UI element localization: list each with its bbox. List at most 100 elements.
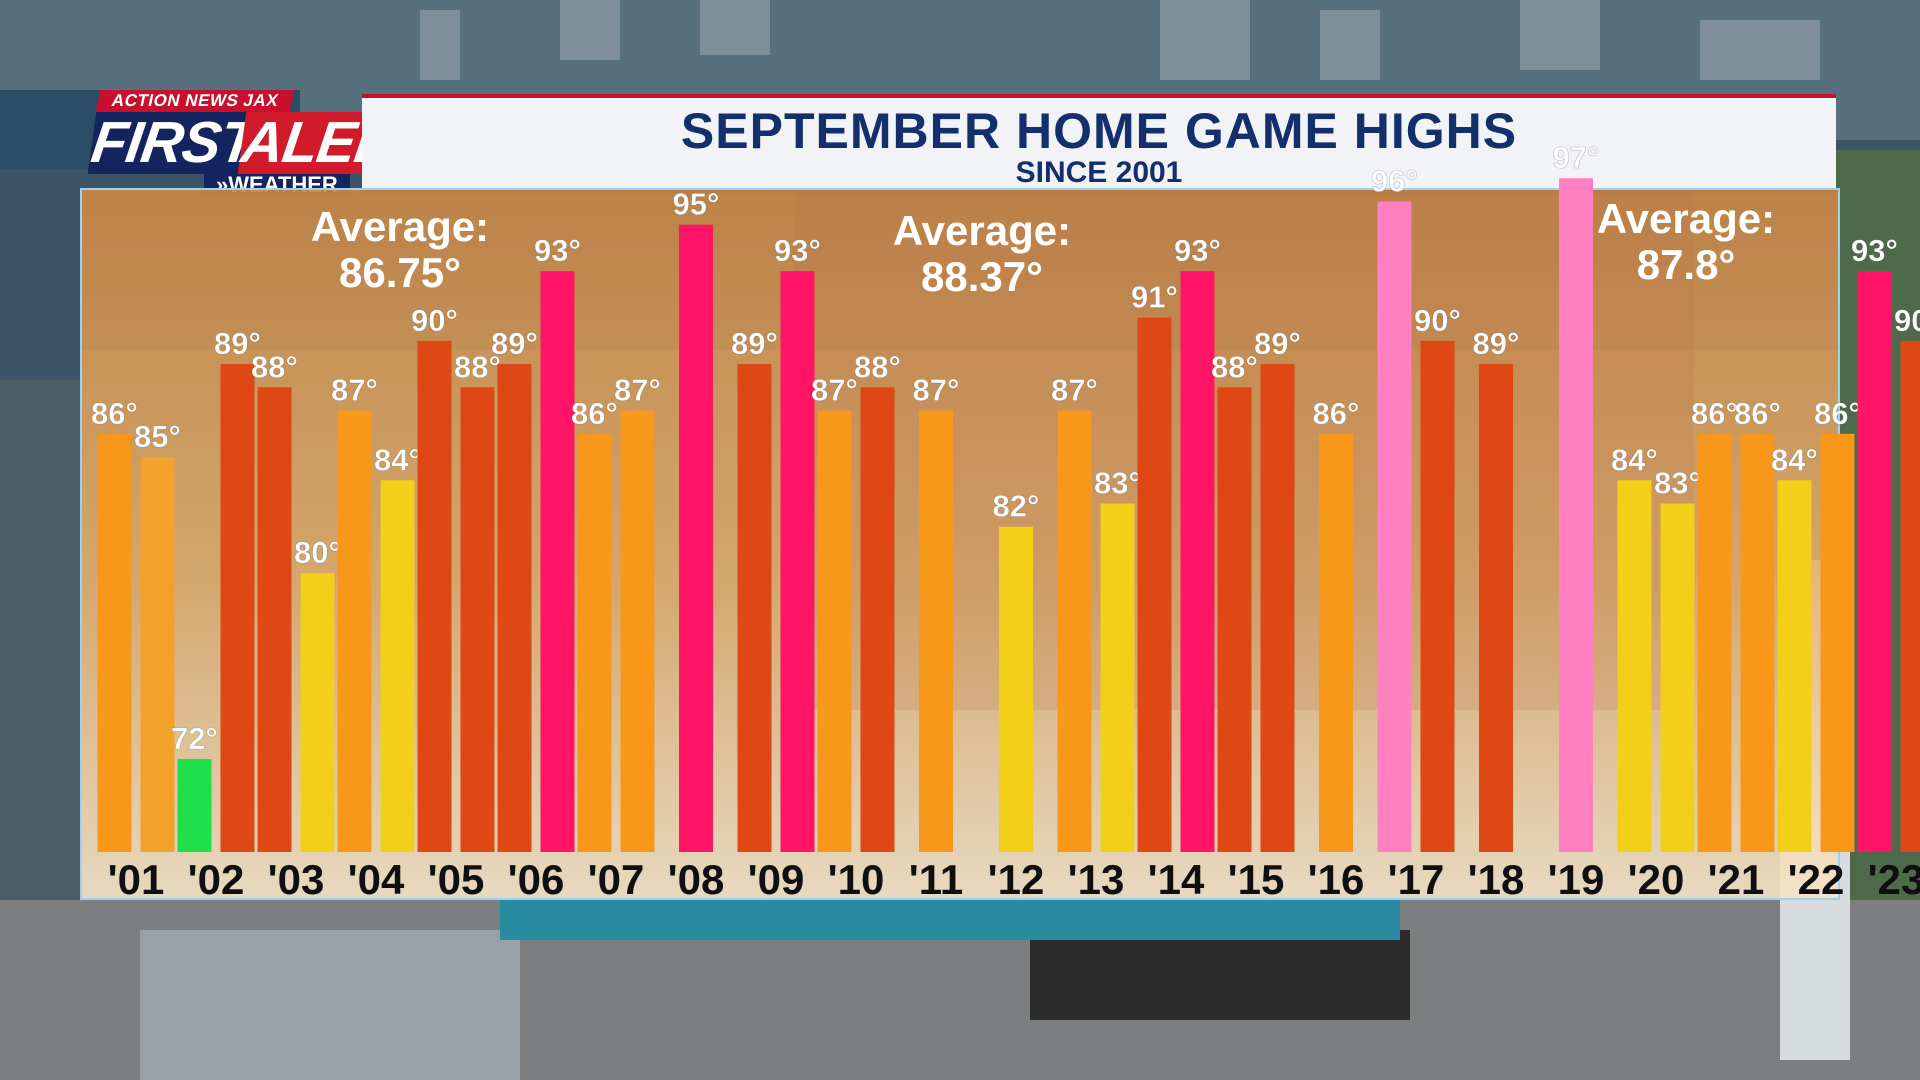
- average-label: Average:: [310, 203, 490, 250]
- bar-value-label: 87°: [811, 373, 858, 408]
- x-tick-label: '03: [268, 856, 325, 903]
- bar-value-label: 84°: [374, 442, 421, 477]
- bar-value-label: 85°: [134, 419, 181, 454]
- x-tick-label: '23: [1868, 856, 1920, 903]
- x-tick-label: '18: [1468, 856, 1525, 903]
- bar-value-label: 93°: [1851, 233, 1898, 268]
- x-tick-label: '22: [1788, 856, 1845, 903]
- x-tick-label: '11: [909, 856, 963, 903]
- average-label: Average:: [1596, 195, 1776, 242]
- bar-value-label: 89°: [1473, 326, 1520, 361]
- bar-22-game-1: [1777, 480, 1812, 852]
- bar-10-game-2: [860, 387, 895, 852]
- bar-09-game-1: [737, 364, 772, 852]
- x-tick-label: '02: [188, 856, 245, 903]
- bar-07-game-1: [577, 433, 612, 852]
- average-value: 88.37°: [921, 253, 1043, 301]
- bar-value-label: 72°: [171, 721, 218, 756]
- x-tick-label: '08: [668, 856, 725, 903]
- bar-08-game-1: [679, 224, 713, 852]
- bar-13-game-2: [1100, 503, 1135, 852]
- panel-shade-top: [82, 190, 1838, 350]
- bar-13-game-1: [1057, 410, 1092, 852]
- bar-15-game-1: [1217, 387, 1252, 852]
- bar-value-label: 86°: [1313, 396, 1360, 431]
- bar-value-label: 89°: [1254, 326, 1301, 361]
- bar-value-label: 88°: [251, 349, 298, 384]
- bar-value-label: 93°: [534, 233, 581, 268]
- bar-value-label: 86°: [1734, 396, 1781, 431]
- x-tick-label: '13: [1068, 856, 1125, 903]
- bar-value-label: 82°: [993, 489, 1040, 524]
- x-tick-label: '12: [988, 856, 1045, 903]
- bar-20-game-2: [1660, 503, 1695, 852]
- bar-21-game-1: [1697, 433, 1732, 852]
- bar-19-game-1: [1559, 178, 1593, 852]
- average-annotation-2017-2023: Average: 87.8°: [1566, 195, 1806, 289]
- x-tick-label: '17: [1388, 856, 1445, 903]
- average-annotation-2001-2008: Average: 86.75°: [280, 203, 520, 297]
- x-tick-label: '09: [748, 856, 805, 903]
- bar-11-game-1: [919, 410, 953, 852]
- bar-17-game-1: [1377, 201, 1412, 852]
- bar-03-game-2: [300, 573, 335, 852]
- bar-06-game-1: [497, 364, 532, 852]
- bar-value-label: 96°: [1371, 163, 1418, 198]
- bar-05-game-2: [460, 387, 495, 852]
- bar-value-label: 88°: [454, 349, 501, 384]
- bar-value-label: 87°: [1051, 373, 1098, 408]
- bar-02-game-2: [220, 364, 255, 852]
- bar-23-game-2: [1900, 340, 1920, 852]
- bar-06-game-2: [540, 271, 575, 853]
- bar-value-label: 93°: [1174, 233, 1221, 268]
- bar-value-label: 89°: [491, 326, 538, 361]
- bar-value-label: 88°: [1211, 349, 1258, 384]
- bar-value-label: 84°: [1771, 442, 1818, 477]
- bar-03-game-1: [257, 387, 292, 852]
- bar-14-game-2: [1180, 271, 1215, 853]
- bar-20-game-1: [1617, 480, 1652, 852]
- bar-18-game-1: [1479, 364, 1513, 852]
- bar-value-label: 83°: [1094, 466, 1141, 501]
- x-tick-label: '04: [348, 856, 405, 903]
- bar-value-label: 87°: [331, 373, 378, 408]
- bar-01-game-1: [97, 433, 132, 852]
- bar-01-game-2: [140, 457, 175, 852]
- bar-02-game-1: [177, 759, 212, 852]
- average-label: Average:: [892, 207, 1072, 254]
- x-tick-label: '21: [1708, 856, 1765, 903]
- bar-23-game-1: [1857, 271, 1892, 853]
- bar-04-game-1: [337, 410, 372, 852]
- bar-16-game-1: [1319, 433, 1353, 852]
- bar-17-game-2: [1420, 340, 1455, 852]
- x-tick-label: '14: [1148, 856, 1205, 903]
- bar-04-game-2: [380, 480, 415, 852]
- bar-05-game-1: [417, 340, 452, 852]
- average-value: 86.75°: [339, 249, 461, 297]
- bar-value-label: 84°: [1611, 442, 1658, 477]
- x-tick-label: '15: [1228, 856, 1285, 903]
- bar-14-game-1: [1137, 317, 1172, 853]
- bar-value-label: 90°: [1894, 303, 1920, 338]
- bar-value-label: 95°: [673, 187, 720, 222]
- chart-title: SEPTEMBER HOME GAME HIGHS: [680, 103, 1518, 159]
- x-tick-label: '20: [1628, 856, 1685, 903]
- bar-value-label: 86°: [1691, 396, 1738, 431]
- x-tick-label: '06: [508, 856, 565, 903]
- x-tick-label: '01: [108, 856, 165, 903]
- bar-value-label: 97°: [1553, 140, 1600, 175]
- average-value: 87.8°: [1636, 241, 1736, 289]
- bar-12-game-1: [999, 526, 1033, 852]
- bar-value-label: 90°: [1414, 303, 1461, 338]
- bar-value-label: 89°: [731, 326, 778, 361]
- bar-15-game-2: [1260, 364, 1295, 852]
- x-tick-label: '05: [428, 856, 485, 903]
- bar-value-label: 89°: [214, 326, 261, 361]
- chart-subtitle: SINCE 2001: [1015, 156, 1183, 189]
- bar-value-label: 86°: [571, 396, 618, 431]
- bar-07-game-2: [620, 410, 655, 852]
- bar-value-label: 87°: [614, 373, 661, 408]
- x-tick-label: '16: [1308, 856, 1365, 903]
- title-band: SEPTEMBER HOME GAME HIGHS SINCE 2001: [362, 94, 1836, 193]
